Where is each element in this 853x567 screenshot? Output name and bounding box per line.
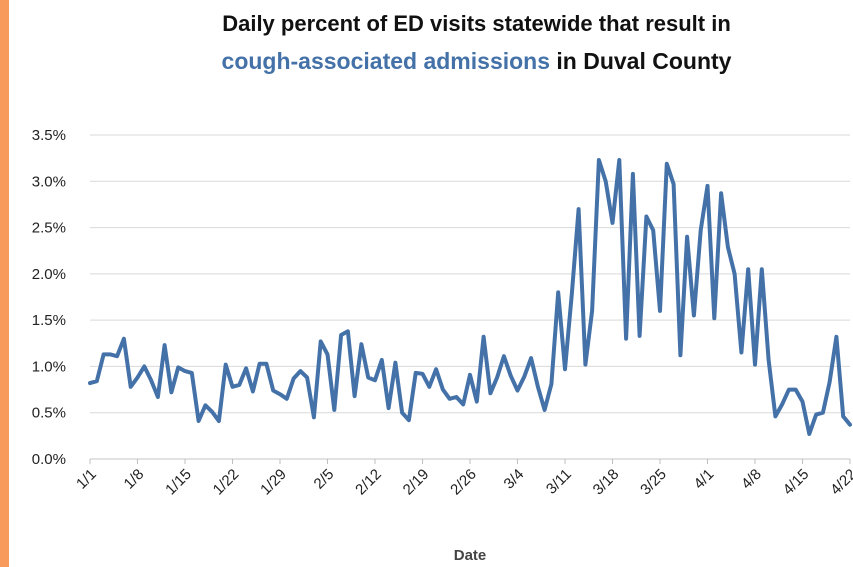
- y-axis-tick-labels: 0.0% 0.5% 1.0% 1.5% 2.0% 2.5% 3.0% 3.5%: [32, 127, 66, 468]
- x-tick-label: 1/29: [257, 466, 290, 499]
- x-tick-label: 3/11: [543, 466, 575, 498]
- x-axis-tick-labels: 1/1 1/8 1/15 1/22 1/29 2/5 2/12 2/19 2/26 3/4 3/11…: [73, 459, 853, 498]
- x-tick-label: 2/12: [352, 466, 385, 499]
- x-tick-label: 1/15: [162, 466, 195, 499]
- x-tick-label: 3/18: [590, 466, 623, 499]
- series-line: [88, 158, 852, 436]
- x-tick-label: 4/15: [780, 466, 813, 499]
- x-tick-label: 4/8: [738, 466, 765, 493]
- y-tick-label: 1.5%: [32, 312, 66, 329]
- x-tick-label: 2/19: [400, 466, 433, 499]
- x-tick-label: 4/1: [691, 466, 718, 493]
- y-tick-label: 0.5%: [32, 405, 66, 422]
- chart-title-rest: in Duval County: [550, 48, 732, 74]
- accent-bar: [0, 0, 9, 567]
- y-tick-label: 1.0%: [32, 358, 66, 375]
- x-tick-label: 3/25: [637, 466, 670, 499]
- y-tick-label: 3.5%: [32, 127, 66, 144]
- chart-title-line1: Daily percent of ED visits statewide tha…: [222, 11, 731, 36]
- series-line-path: [88, 158, 852, 436]
- x-tick-label: 1/8: [121, 466, 148, 493]
- y-tick-label: 2.0%: [32, 266, 66, 283]
- gridlines: [90, 134, 850, 414]
- x-axis-label: Date: [454, 547, 487, 564]
- x-tick-label: 1/22: [210, 466, 243, 499]
- x-tick-label: 2/26: [447, 466, 480, 499]
- x-tick-label: 3/4: [501, 466, 528, 493]
- x-tick-label: 1/1: [73, 466, 100, 493]
- y-tick-label: 3.0%: [32, 173, 66, 190]
- x-tick-label: 4/22: [827, 466, 853, 499]
- x-tick-label: 2/5: [311, 466, 338, 493]
- y-tick-label: 0.0%: [32, 451, 66, 468]
- chart-title-highlight: cough-associated admissions: [221, 48, 551, 74]
- y-tick-label: 2.5%: [32, 220, 66, 237]
- chart-title-line2: cough-associated admissions in Duval Cou…: [100, 46, 853, 76]
